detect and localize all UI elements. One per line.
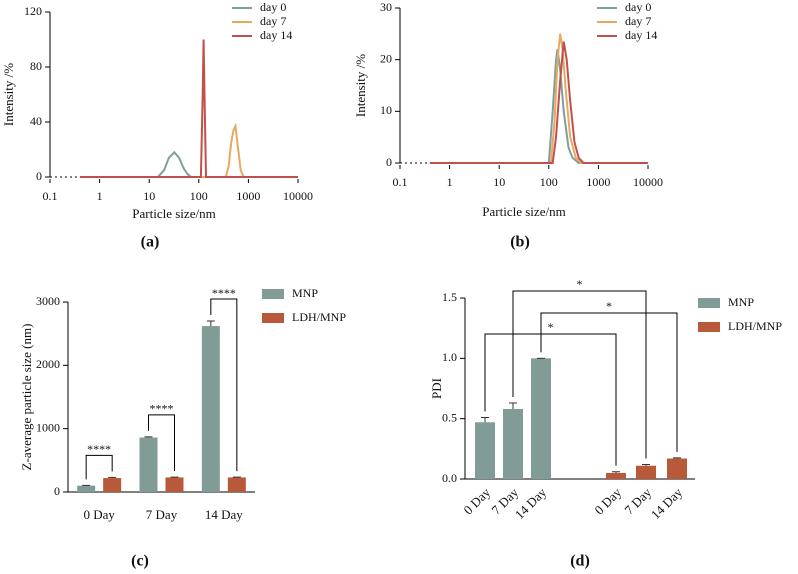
significance-bracket <box>148 414 175 472</box>
x-tick-label: 0 Day <box>83 507 115 522</box>
x-tick-label: 10000 <box>633 175 663 189</box>
legend-label: day 0 <box>625 0 651 14</box>
y-tick-label: 1.0 <box>442 350 457 364</box>
x-tick-label: 1 <box>447 175 453 189</box>
bar <box>475 422 495 479</box>
bar <box>503 409 523 479</box>
caption: (c) <box>131 553 149 570</box>
line <box>429 41 648 164</box>
y-tick-label: 80 <box>30 59 42 73</box>
legend-swatch <box>262 313 284 323</box>
y-tick-label: 40 <box>30 114 42 128</box>
legend-swatch <box>698 322 720 332</box>
y-tick-label: 20 <box>380 51 392 65</box>
error-bar <box>144 436 153 438</box>
y-tick-label: 3000 <box>36 294 60 308</box>
y-tick-label: 1.5 <box>442 290 457 304</box>
x-tick-label: 10 <box>493 175 505 189</box>
bar <box>531 358 551 479</box>
y-tick-label: 0.0 <box>442 471 457 485</box>
legend-label: MNP <box>292 286 318 300</box>
significance-label: * <box>577 277 583 291</box>
significance-label: * <box>606 299 612 313</box>
x-tick-label: 14 Day <box>648 484 686 522</box>
line <box>79 39 298 178</box>
significance-label: **** <box>150 402 174 416</box>
x-axis-label: Particle size/nm <box>482 204 565 219</box>
x-tick-label: 0.1 <box>43 189 58 203</box>
legend-label: day 14 <box>625 28 657 42</box>
bar <box>103 478 122 492</box>
y-tick-label: 1000 <box>36 420 60 434</box>
y-tick-label: 0 <box>36 169 42 183</box>
significance-bracket <box>512 290 647 459</box>
legend-label: LDH/MNP <box>728 319 782 333</box>
y-axis-label: PDI <box>429 378 444 399</box>
x-axis-label: Particle size/nm <box>132 206 215 221</box>
error-bar <box>481 416 489 423</box>
bar <box>636 465 656 479</box>
legend-label: LDH/MNP <box>292 310 346 324</box>
line <box>79 150 298 178</box>
legend-swatch <box>262 289 284 299</box>
x-tick-label: 14 Day <box>512 484 550 522</box>
x-tick-label: 0 Day <box>591 484 624 517</box>
y-tick-label: 0 <box>386 155 392 169</box>
legend-label: day 0 <box>260 0 286 14</box>
error-bar <box>612 471 620 473</box>
legend-label: MNP <box>728 295 754 309</box>
y-axis-label: Intensity /% <box>1 63 16 126</box>
x-tick-label: 100 <box>190 189 208 203</box>
x-tick-label: 100 <box>540 175 558 189</box>
x-tick-label: 0 Day <box>460 484 493 517</box>
x-tick-label: 10 <box>143 189 155 203</box>
caption: (d) <box>570 553 590 570</box>
legend-label: day 14 <box>260 28 292 42</box>
significance-bracket <box>540 312 678 452</box>
y-axis-label: Intensity /% <box>353 54 368 117</box>
x-tick-label: 10000 <box>283 189 313 203</box>
x-tick-label: 7 Day <box>146 507 178 522</box>
y-tick-label: 0 <box>54 484 60 498</box>
line <box>429 49 648 164</box>
significance-label: **** <box>87 442 111 456</box>
y-tick-label: 2000 <box>36 357 60 371</box>
x-tick-label: 0.1 <box>393 175 408 189</box>
error-bar <box>108 476 117 479</box>
bar <box>165 477 184 492</box>
y-tick-label: 10 <box>380 103 392 117</box>
significance-label: * <box>548 320 554 334</box>
bar <box>606 472 626 479</box>
significance-bracket <box>210 298 238 472</box>
legend-label: day 7 <box>260 14 286 28</box>
y-tick-label: 30 <box>380 0 392 14</box>
x-tick-label: 1000 <box>586 175 610 189</box>
error-bar <box>642 464 650 466</box>
x-tick-label: 1 <box>97 189 103 203</box>
caption: (b) <box>510 234 530 251</box>
bar <box>227 477 246 492</box>
x-tick-label: 1000 <box>236 189 260 203</box>
significance-label: **** <box>212 286 236 300</box>
bar <box>77 485 96 492</box>
significance-bracket <box>484 333 617 466</box>
bar <box>139 437 158 492</box>
line <box>79 122 298 178</box>
legend-label: day 7 <box>625 14 651 28</box>
legend-swatch <box>698 298 720 308</box>
bar <box>667 458 687 479</box>
error-bar <box>673 457 681 459</box>
y-tick-label: 120 <box>24 4 42 18</box>
caption: (a) <box>141 234 160 251</box>
error-bar <box>509 402 517 410</box>
bar <box>201 326 220 492</box>
line <box>429 33 648 164</box>
y-tick-label: 0.5 <box>442 410 457 424</box>
y-axis-label: Z-average particle size (nm) <box>19 324 34 471</box>
error-bar <box>206 320 215 327</box>
significance-bracket <box>85 454 113 480</box>
x-tick-label: 14 Day <box>205 507 243 522</box>
